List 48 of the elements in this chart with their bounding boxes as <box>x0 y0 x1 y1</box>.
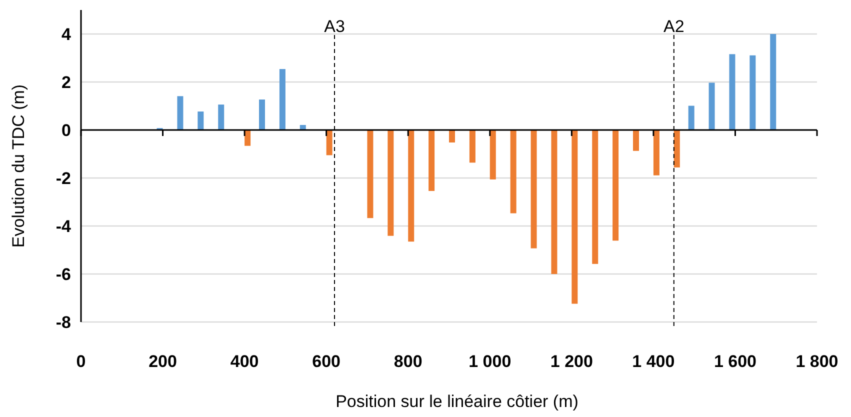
bar <box>177 96 184 130</box>
x-tick-label: 1 200 <box>550 352 593 371</box>
bar <box>729 54 736 130</box>
x-tick-label: 1 000 <box>468 352 512 371</box>
ref-line-label: A3 <box>324 17 345 36</box>
ref-line-label: A2 <box>663 17 684 36</box>
y-axis-title: Evolution du TDC (m) <box>9 84 28 248</box>
bar <box>770 34 776 130</box>
bar <box>259 100 265 130</box>
x-tick-label: 800 <box>394 352 422 371</box>
bar <box>326 130 332 156</box>
bar <box>551 130 558 274</box>
bar <box>572 130 578 304</box>
bar <box>750 55 756 130</box>
y-tick-label: -8 <box>56 313 71 332</box>
x-tick-label: 1 800 <box>796 352 838 371</box>
bar <box>198 112 204 130</box>
x-tick-label: 0 <box>76 352 86 371</box>
y-tick-label: 0 <box>62 121 71 140</box>
bar <box>367 130 374 218</box>
y-tick-label: -6 <box>56 265 71 284</box>
bar <box>388 130 394 236</box>
bar <box>592 130 598 264</box>
bar <box>530 130 537 248</box>
bar <box>428 130 435 191</box>
bar <box>218 104 224 130</box>
bar <box>708 82 715 130</box>
y-tick-label: 4 <box>62 25 72 44</box>
bar <box>490 130 496 180</box>
y-tick-label: -2 <box>56 169 71 188</box>
bar <box>408 130 414 242</box>
bar <box>653 130 660 176</box>
x-tick-label: 1 400 <box>632 352 675 371</box>
bar <box>510 130 516 214</box>
bar <box>612 130 619 241</box>
bar <box>674 130 680 168</box>
x-tick-label: 400 <box>230 352 259 371</box>
y-tick-label: -4 <box>56 217 72 236</box>
bar <box>633 130 639 151</box>
bar <box>688 106 694 130</box>
bar <box>449 130 455 142</box>
x-tick-label: 1 600 <box>714 352 756 371</box>
x-tick-label: 200 <box>148 352 177 371</box>
bar <box>279 69 286 130</box>
x-tick-label: 600 <box>312 352 341 371</box>
bar <box>469 130 476 163</box>
y-tick-label: 2 <box>62 73 71 92</box>
x-axis-title: Position sur le linéaire côtier (m) <box>336 392 578 411</box>
